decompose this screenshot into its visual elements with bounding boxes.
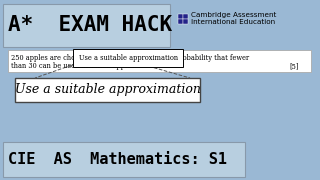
FancyBboxPatch shape <box>178 19 183 24</box>
FancyBboxPatch shape <box>178 14 183 19</box>
Text: 250 apples are chosen at random.: 250 apples are chosen at random. <box>11 54 128 62</box>
Text: Use a suitable approximation: Use a suitable approximation <box>79 54 178 62</box>
Text: A*  EXAM HACK: A* EXAM HACK <box>8 15 172 35</box>
Text: to find the probability that fewer: to find the probability that fewer <box>136 54 249 62</box>
FancyBboxPatch shape <box>183 14 188 19</box>
FancyBboxPatch shape <box>183 19 188 24</box>
FancyBboxPatch shape <box>8 50 311 72</box>
FancyBboxPatch shape <box>3 4 170 47</box>
Text: CIE  AS  Mathematics: S1: CIE AS Mathematics: S1 <box>8 152 227 168</box>
FancyBboxPatch shape <box>15 78 200 102</box>
Text: than 30 can be used as toffee apples.: than 30 can be used as toffee apples. <box>11 62 137 70</box>
Text: International Education: International Education <box>191 19 275 25</box>
Text: Cambridge Assessment: Cambridge Assessment <box>191 12 276 18</box>
FancyBboxPatch shape <box>3 142 245 177</box>
Text: [5]: [5] <box>290 62 299 70</box>
Text: Use a suitable approximation: Use a suitable approximation <box>15 84 200 96</box>
